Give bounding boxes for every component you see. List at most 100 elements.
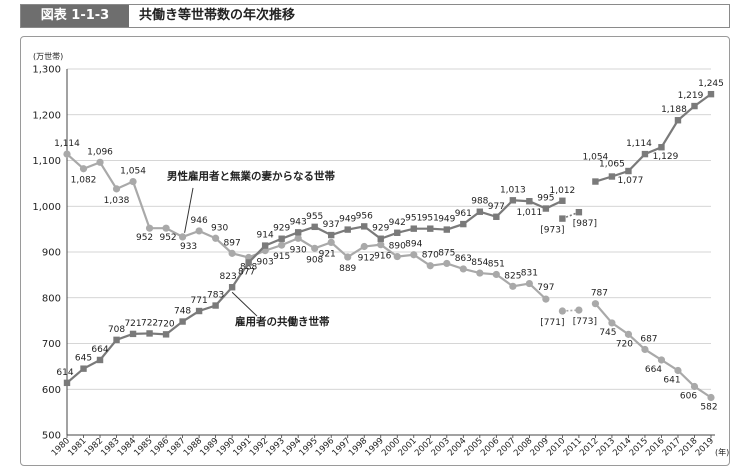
data-label: 708	[108, 325, 125, 335]
data-label: 1,012	[550, 186, 576, 196]
data-label: 956	[356, 211, 373, 221]
data-label: 890	[389, 242, 406, 252]
data-label: 897	[224, 238, 241, 248]
data-point	[476, 208, 484, 215]
data-label: 914	[257, 231, 274, 241]
data-point	[63, 379, 71, 387]
y-axis-unit: (万世帯)	[33, 51, 63, 61]
data-point	[311, 244, 319, 252]
data-point	[146, 330, 153, 337]
data-point	[657, 356, 666, 364]
y-tick-label: 1,000	[32, 202, 61, 213]
data-point	[509, 282, 517, 290]
data-label: 722	[141, 318, 158, 328]
data-point	[394, 229, 401, 236]
data-label: 1,188	[661, 105, 687, 115]
data-label: 1,077	[618, 176, 644, 186]
data-point	[278, 241, 286, 249]
data-point	[393, 252, 401, 261]
data-label: 823	[220, 272, 237, 282]
data-label: 915	[273, 252, 290, 262]
data-label: 929	[273, 224, 290, 234]
data-point	[129, 330, 137, 338]
data-label: 797	[537, 283, 554, 293]
annotation-pointer	[184, 187, 194, 233]
data-point	[377, 241, 385, 249]
data-point	[228, 249, 236, 257]
data-point	[344, 226, 351, 233]
data-label: 949	[438, 215, 455, 225]
data-label: 952	[136, 233, 153, 243]
data-label: 894	[405, 240, 422, 250]
data-point	[360, 242, 368, 251]
data-label: 889	[339, 264, 356, 274]
data-point	[410, 225, 417, 232]
data-label: 1,054	[120, 167, 146, 177]
data-point	[410, 251, 418, 259]
data-point	[559, 197, 566, 204]
data-label: 720	[157, 319, 174, 329]
data-label: 1,114	[54, 139, 80, 149]
data-point	[674, 366, 682, 375]
data-label: 831	[521, 269, 538, 279]
y-tick-label: 800	[42, 293, 61, 304]
data-point	[80, 365, 87, 372]
reference-point	[575, 208, 583, 216]
data-point	[162, 224, 170, 232]
figure-header: 図表 1-1-3 共働き等世帯数の年次推移	[20, 4, 730, 28]
data-label: 854	[471, 258, 488, 268]
data-label: 664	[91, 345, 108, 355]
data-label: 1,065	[599, 160, 625, 170]
data-label: 606	[680, 392, 697, 402]
data-point	[145, 224, 154, 232]
data-point	[526, 198, 533, 205]
y-tick-label: 600	[42, 385, 61, 396]
data-label: 825	[504, 271, 521, 281]
data-point	[112, 185, 121, 193]
data-label: 870	[422, 251, 439, 261]
data-point	[542, 295, 550, 303]
figure-title: 共働き等世帯数の年次推移	[139, 8, 296, 23]
data-label: 745	[599, 328, 616, 338]
data-point	[361, 223, 368, 230]
data-label: 1,054	[583, 153, 609, 163]
x-axis-unit: (年)	[715, 447, 729, 457]
data-label: 851	[488, 259, 505, 269]
reference-point	[558, 307, 566, 315]
data-point	[344, 253, 352, 261]
data-point	[690, 382, 699, 391]
data-label: 1,245	[698, 79, 724, 89]
y-tick-label: 700	[42, 339, 61, 350]
data-label: 664	[645, 365, 662, 375]
data-point	[129, 177, 137, 186]
line-chart: (万世帯) 500 600 700 800 900 1,000 1,100 1,200 1,300…	[32, 51, 729, 458]
data-point	[591, 300, 600, 308]
data-label: 721	[124, 319, 141, 329]
data-point	[608, 173, 616, 180]
data-point	[96, 158, 104, 166]
data-point	[294, 234, 302, 242]
reference-label: [773]	[573, 317, 597, 327]
data-label: 1,082	[71, 176, 97, 186]
data-point	[624, 330, 633, 338]
data-point	[377, 235, 384, 242]
data-point	[608, 319, 616, 327]
data-label: 916	[374, 252, 391, 262]
y-tick-label: 900	[42, 248, 61, 259]
data-point	[212, 302, 219, 309]
y-tick-label: 1,200	[32, 110, 61, 121]
data-label: 952	[159, 233, 176, 243]
y-tick-label: 500	[42, 431, 61, 442]
data-point	[641, 150, 649, 158]
data-point	[63, 150, 71, 158]
data-point	[327, 238, 335, 246]
reference-label: [987]	[573, 219, 597, 229]
data-label: 951	[405, 214, 422, 224]
data-label: 1,038	[104, 196, 130, 206]
data-label: 1,013	[500, 185, 526, 195]
y-tick-label: 1,100	[32, 156, 61, 167]
data-label: 614	[56, 368, 73, 378]
data-label: 942	[389, 218, 406, 228]
data-point	[195, 307, 203, 315]
data-label: 645	[75, 354, 92, 364]
